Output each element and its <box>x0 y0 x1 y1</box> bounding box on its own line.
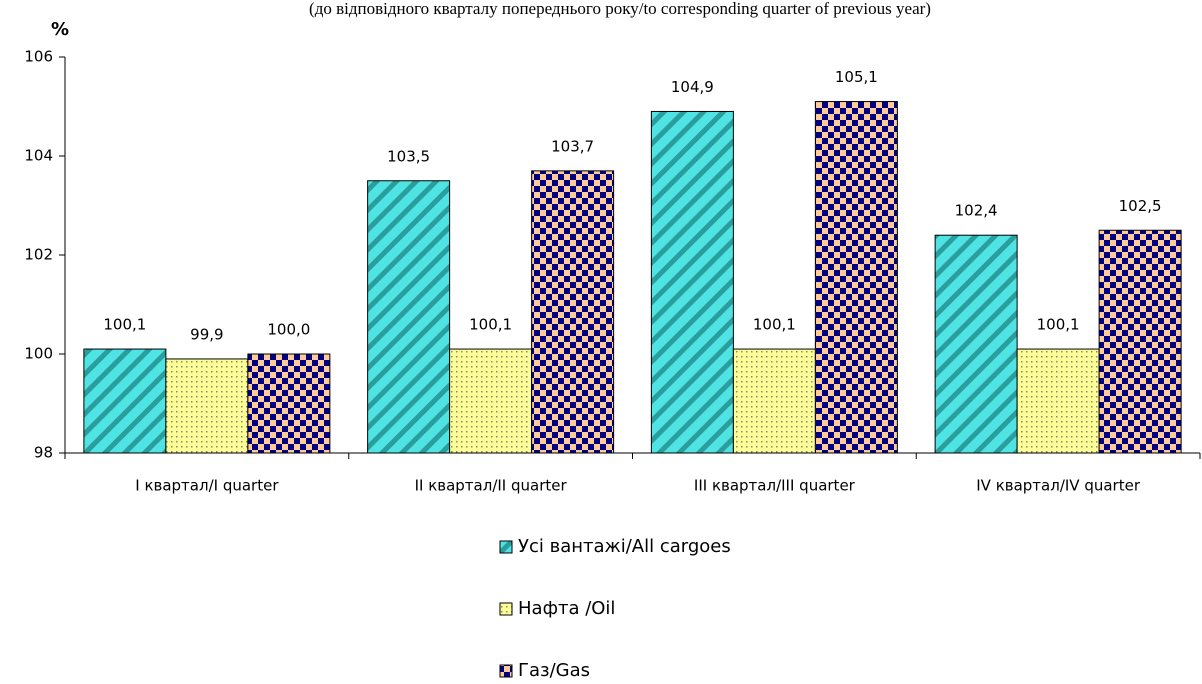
bar <box>449 348 533 454</box>
y-tick-label: 98 <box>34 444 53 462</box>
bar <box>83 348 167 454</box>
data-label: 105,1 <box>835 68 878 86</box>
x-tick-label: III квартал/III quarter <box>694 477 856 495</box>
legend-label: Газ/Gas <box>518 660 590 681</box>
data-label: 104,9 <box>671 78 714 96</box>
data-label: 100,0 <box>267 321 310 339</box>
legend-swatch <box>499 664 513 678</box>
data-label: 100,1 <box>103 316 146 334</box>
y-tick-label: 106 <box>24 48 53 66</box>
bar <box>247 353 331 454</box>
bar <box>165 358 249 454</box>
legend-swatch <box>499 602 513 616</box>
y-tick-label: 100 <box>24 345 53 363</box>
y-axis-label: % <box>51 19 69 40</box>
data-label: 100,1 <box>1037 316 1080 334</box>
legend-label: Усі вантажі/All cargoes <box>518 536 731 557</box>
x-tick-label: I квартал/I quarter <box>135 477 279 495</box>
x-tick-label: II квартал/II quarter <box>415 477 568 495</box>
x-tick-label: IV квартал/IV quarter <box>976 477 1141 495</box>
bar <box>531 170 615 454</box>
bar <box>934 234 1018 454</box>
data-label: 99,9 <box>190 325 223 343</box>
y-tick-label: 102 <box>24 246 53 264</box>
data-label: 102,4 <box>955 202 998 220</box>
data-label: 100,1 <box>753 316 796 334</box>
bar <box>732 348 816 454</box>
chart-subtitle: (до відповідного кварталу попереднього р… <box>309 0 931 18</box>
bar <box>1098 229 1182 454</box>
y-tick-label: 104 <box>24 147 53 165</box>
bar <box>814 101 898 454</box>
data-label: 100,1 <box>469 316 512 334</box>
bar <box>367 180 451 454</box>
bar <box>1016 348 1100 454</box>
legend-label: Нафта /Oil <box>518 598 615 619</box>
data-label: 103,5 <box>387 147 430 165</box>
bar <box>650 110 734 454</box>
legend-swatch <box>499 540 513 554</box>
data-label: 102,5 <box>1119 197 1162 215</box>
data-label: 103,7 <box>551 137 594 155</box>
